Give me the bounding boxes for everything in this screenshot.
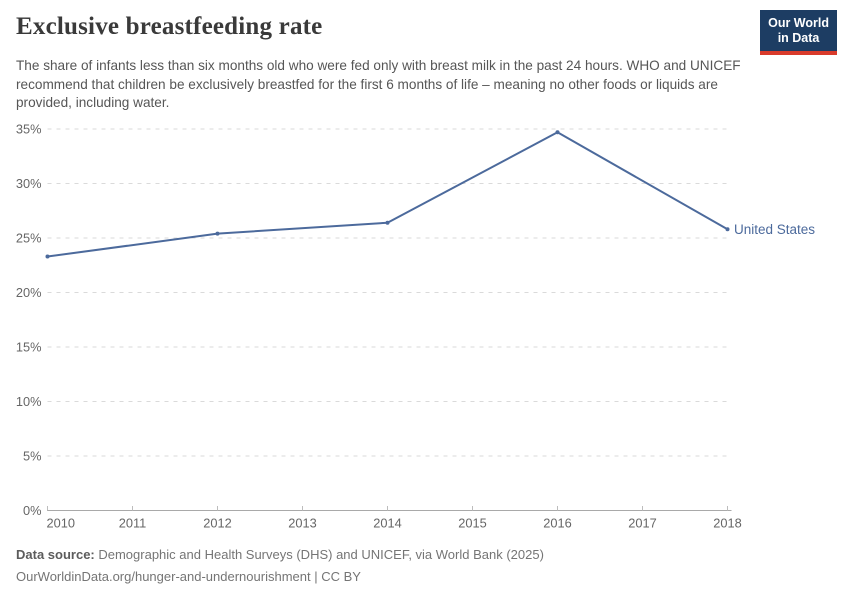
y-tick-label: 0%: [23, 503, 42, 518]
data-point: [555, 130, 560, 135]
y-tick-label: 20%: [16, 285, 42, 300]
y-tick-label: 25%: [16, 231, 42, 246]
data-point: [45, 254, 50, 259]
datasource-line: Data source: Demographic and Health Surv…: [16, 544, 544, 566]
owid-logo[interactable]: Our World in Data: [760, 10, 837, 55]
data-point: [215, 231, 220, 236]
y-tick-label: 15%: [16, 340, 42, 355]
x-tick-label: 2013: [288, 516, 316, 531]
owid-logo-line2: in Data: [777, 31, 820, 45]
x-tick-label: 2016: [543, 516, 571, 531]
data-point: [385, 220, 390, 225]
data-point: [725, 227, 730, 232]
chart-subtitle: The share of infants less than six month…: [16, 58, 741, 111]
y-tick-label: 10%: [16, 394, 42, 409]
y-tick-label: 30%: [16, 176, 42, 191]
owid-logo-line1: Our World: [768, 16, 829, 30]
x-tick-label: 2014: [373, 516, 401, 531]
x-tick-label: 2017: [628, 516, 656, 531]
x-tick-label: 2015: [458, 516, 486, 531]
datasource-text: Demographic and Health Surveys (DHS) and…: [94, 547, 544, 562]
page-title: Exclusive breastfeeding rate: [16, 13, 323, 40]
x-tick-label: 2010: [47, 516, 75, 531]
entity-label[interactable]: United States: [734, 222, 815, 237]
license-line: OurWorldinData.org/hunger-and-undernouri…: [16, 568, 361, 584]
line-chart: 0% 5% 10% 15% 20% 25% 30% 35% 2010 2011 2012 2013 20…: [16, 122, 815, 531]
datasource-label: Data source:: [16, 547, 95, 562]
x-tick-label: 2012: [203, 516, 231, 531]
chart-footer: Data source: Demographic and Health Surv…: [16, 544, 544, 587]
x-tick-label: 2018: [713, 516, 741, 531]
x-tick-label: 2011: [119, 516, 147, 531]
y-tick-label: 35%: [16, 122, 42, 137]
y-tick-label: 5%: [23, 449, 42, 464]
